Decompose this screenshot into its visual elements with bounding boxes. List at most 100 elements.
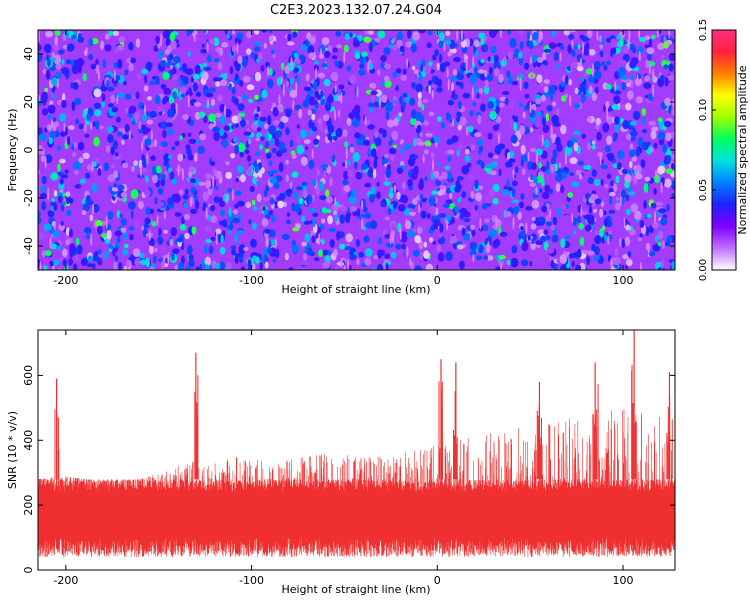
heatmap-cell xyxy=(183,202,188,210)
heatmap-cell xyxy=(374,130,379,139)
heatmap-cell xyxy=(416,68,419,78)
heatmap-cell xyxy=(351,119,360,128)
heatmap-cell xyxy=(228,207,232,218)
heatmap-cell xyxy=(115,116,121,123)
heatmap-cell xyxy=(168,167,173,173)
heatmap-cell xyxy=(65,191,71,198)
heatmap-cell xyxy=(62,258,67,267)
heatmap-cell xyxy=(344,33,351,41)
heatmap-cell xyxy=(594,86,599,95)
heatmap-cell xyxy=(51,94,56,99)
heatmap-cell xyxy=(112,140,119,150)
heatmap-cell xyxy=(287,33,292,41)
heatmap-cell xyxy=(273,182,280,190)
heatmap-cell xyxy=(603,104,606,113)
heatmap-cell xyxy=(367,62,370,73)
heatmap-cell xyxy=(304,233,311,243)
heatmap-cell xyxy=(574,44,578,50)
heatmap-cell xyxy=(60,220,64,227)
heatmap-cell xyxy=(345,233,353,243)
heatmap-cell xyxy=(340,257,343,268)
heatmap-cell xyxy=(614,71,620,80)
heatmap-cell xyxy=(49,236,52,249)
heatmap-cell xyxy=(334,109,337,122)
heatmap-cell xyxy=(38,210,41,218)
heatmap-cell xyxy=(418,203,421,214)
heatmap-cell xyxy=(107,86,115,92)
heatmap-cell xyxy=(176,237,183,243)
heatmap-cell xyxy=(165,37,171,48)
heatmap-cell xyxy=(143,189,151,196)
heatmap-cell xyxy=(231,188,234,201)
heatmap-cell xyxy=(187,94,190,108)
heatmap-cell xyxy=(621,75,628,81)
heatmap-cell xyxy=(572,61,578,69)
heatmap-cell xyxy=(171,66,177,76)
heatmap-cell xyxy=(578,222,585,230)
heatmap-cell xyxy=(461,165,470,175)
heatmap-cell xyxy=(664,120,672,128)
heatmap-cell xyxy=(239,120,246,127)
heatmap-cell xyxy=(428,196,436,205)
heatmap-cell xyxy=(107,211,114,220)
heatmap-cell xyxy=(535,98,542,105)
heatmap-cell xyxy=(629,78,632,88)
heatmap-cell xyxy=(529,127,534,133)
x-tick-label: 0 xyxy=(434,574,441,587)
heatmap-cell xyxy=(105,30,110,35)
heatmap-cell xyxy=(573,103,581,109)
heatmap-cell xyxy=(158,227,162,237)
heatmap-cell xyxy=(309,208,317,213)
heatmap-cell xyxy=(664,76,669,87)
heatmap-cell xyxy=(643,82,652,89)
heatmap-cell xyxy=(447,155,452,163)
heatmap-cell xyxy=(315,67,318,80)
heatmap-cell xyxy=(108,244,114,249)
heatmap-cell xyxy=(268,160,273,167)
heatmap-x-axis-label: Height of straight line (km) xyxy=(281,283,430,296)
heatmap-cell xyxy=(552,101,557,107)
heatmap-cell xyxy=(186,176,190,183)
heatmap-cell xyxy=(92,203,95,215)
heatmap-cell xyxy=(308,119,313,129)
heatmap-cell xyxy=(630,203,639,213)
heatmap-cell xyxy=(639,36,647,43)
heatmap-cell xyxy=(621,168,628,174)
heatmap-cell xyxy=(201,43,205,48)
heatmap-cell xyxy=(529,182,537,187)
heatmap-cell xyxy=(174,212,182,217)
heatmap-cell xyxy=(468,174,474,180)
heatmap-cell xyxy=(527,235,531,241)
heatmap-cell xyxy=(524,93,530,99)
heatmap-cell xyxy=(474,132,482,138)
heatmap-cell xyxy=(639,219,645,228)
heatmap-cell xyxy=(96,225,103,235)
heatmap-cell xyxy=(580,57,582,68)
heatmap-cell xyxy=(630,136,636,142)
heatmap-cell xyxy=(360,56,364,66)
heatmap-cell xyxy=(120,218,127,226)
heatmap-cell xyxy=(668,30,671,39)
heatmap-cell xyxy=(105,215,108,230)
chart-title: C2E3.2023.132.07.24.G04 xyxy=(270,3,442,18)
heatmap-cell xyxy=(541,134,544,146)
heatmap-cell xyxy=(527,31,530,41)
heatmap-cell xyxy=(145,207,151,215)
heatmap-cell xyxy=(288,267,294,270)
heatmap-cell xyxy=(381,81,385,87)
heatmap-cell xyxy=(408,97,416,106)
heatmap-cell xyxy=(188,259,195,268)
heatmap-cell xyxy=(653,142,658,149)
heatmap-cell xyxy=(197,145,205,155)
heatmap-cell xyxy=(162,97,167,105)
heatmap-cell xyxy=(349,146,355,153)
heatmap-cell xyxy=(194,64,201,75)
heatmap-cell xyxy=(411,129,417,139)
heatmap-cell xyxy=(40,186,47,192)
heatmap-cell xyxy=(183,57,190,63)
heatmap-cell xyxy=(453,56,461,63)
heatmap-cell xyxy=(318,233,321,245)
heatmap-cell xyxy=(361,163,368,171)
heatmap-cell xyxy=(289,181,293,189)
